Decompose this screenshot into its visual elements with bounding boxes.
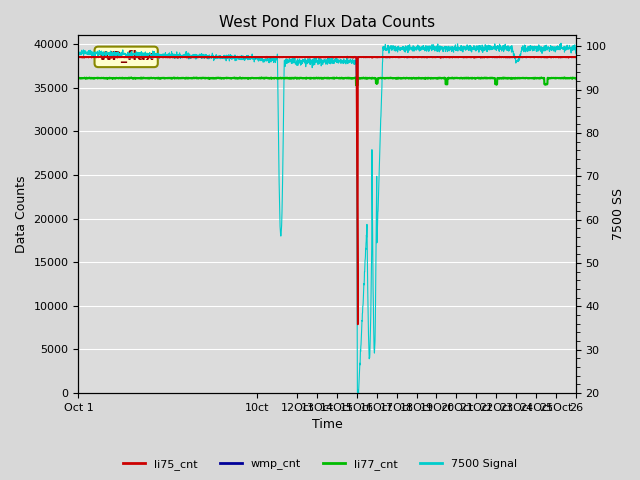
li77_cnt: [461, 75, 469, 81]
7500 Signal: [572, 50, 580, 56]
wmp_cnt: [449, 54, 457, 60]
wmp_cnt: [184, 54, 192, 60]
Line: wmp_cnt: wmp_cnt: [79, 57, 576, 79]
7500 Signal: [143, 53, 150, 59]
li77_cnt: [75, 75, 83, 81]
li77_cnt: [102, 75, 110, 81]
wmp_cnt: [461, 54, 469, 60]
Y-axis label: Data Counts: Data Counts: [15, 176, 28, 253]
li75_cnt: [401, 54, 409, 60]
li75_cnt: [572, 54, 580, 60]
7500 Signal: [472, 48, 479, 54]
Title: West Pond Flux Data Counts: West Pond Flux Data Counts: [219, 15, 435, 30]
7500 Signal: [184, 53, 192, 59]
li77_cnt: [143, 75, 150, 81]
li77_cnt: [572, 75, 580, 81]
wmp_cnt: [75, 54, 83, 60]
wmp_cnt: [472, 54, 480, 60]
wmp_cnt: [572, 54, 580, 60]
li77_cnt: [184, 75, 192, 81]
li75_cnt: [184, 54, 192, 60]
7500 Signal: [461, 44, 469, 50]
li75_cnt: [354, 322, 362, 327]
7500 Signal: [355, 390, 362, 396]
wmp_cnt: [353, 76, 360, 82]
Y-axis label: 7500 SS: 7500 SS: [612, 188, 625, 240]
li75_cnt: [461, 54, 469, 60]
li77_cnt: [353, 83, 360, 88]
li77_cnt: [472, 75, 480, 81]
li75_cnt: [496, 54, 504, 60]
wmp_cnt: [401, 54, 409, 60]
li75_cnt: [102, 55, 110, 60]
7500 Signal: [557, 40, 565, 46]
Line: 7500 Signal: 7500 Signal: [79, 43, 576, 393]
Text: WP_flux: WP_flux: [99, 50, 154, 63]
wmp_cnt: [143, 54, 150, 60]
Line: li77_cnt: li77_cnt: [79, 77, 576, 85]
li77_cnt: [236, 74, 244, 80]
Legend: li75_cnt, wmp_cnt, li77_cnt, 7500 Signal: li75_cnt, wmp_cnt, li77_cnt, 7500 Signal: [118, 455, 522, 474]
wmp_cnt: [102, 54, 110, 60]
X-axis label: Time: Time: [312, 419, 342, 432]
7500 Signal: [401, 49, 409, 55]
li75_cnt: [75, 55, 83, 60]
Line: li75_cnt: li75_cnt: [79, 57, 576, 324]
7500 Signal: [75, 50, 83, 56]
li75_cnt: [472, 54, 479, 60]
7500 Signal: [102, 49, 110, 55]
li77_cnt: [402, 75, 410, 81]
li75_cnt: [143, 54, 150, 60]
